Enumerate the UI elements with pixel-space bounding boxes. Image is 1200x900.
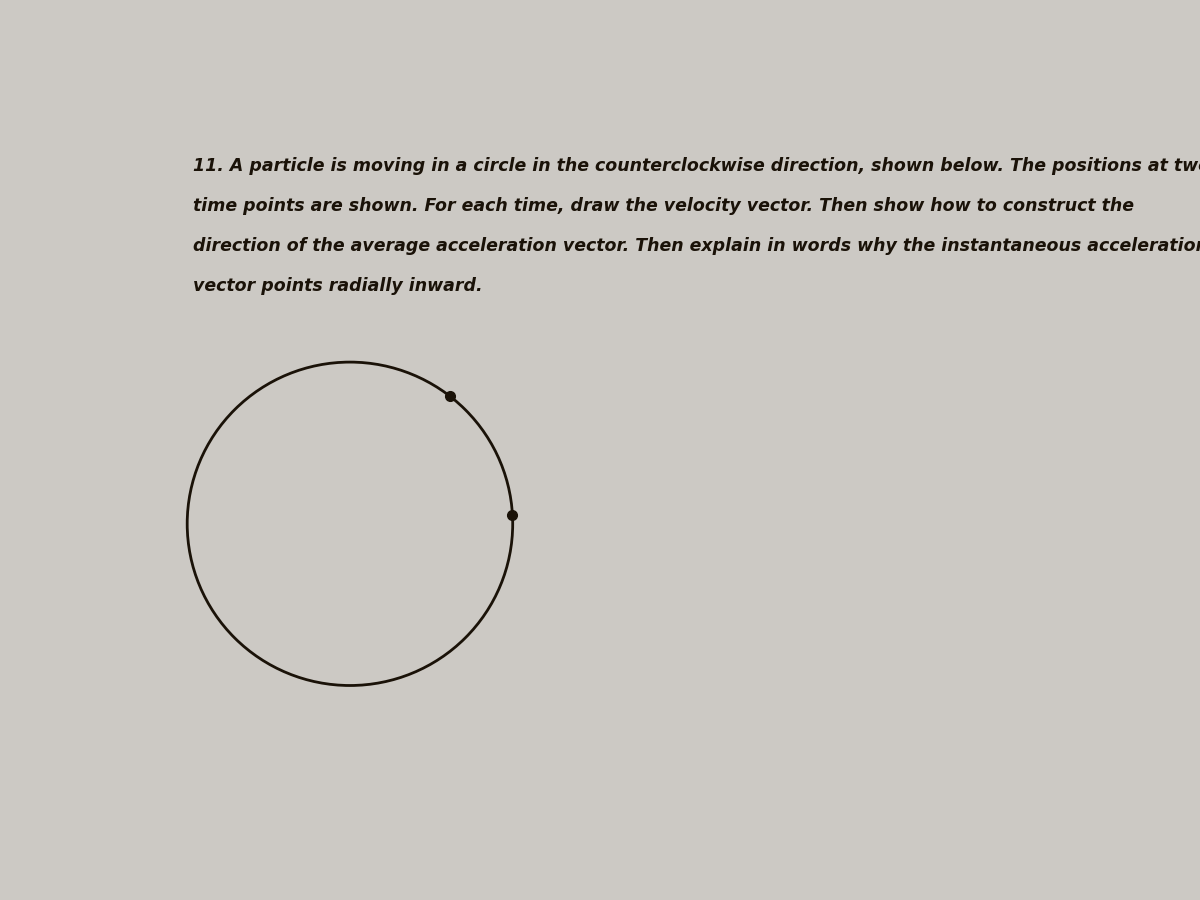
Text: direction of the average acceleration vector. Then explain in words why the inst: direction of the average acceleration ve… — [187, 237, 1200, 255]
Text: vector points radially inward.: vector points radially inward. — [187, 277, 482, 295]
Text: time points are shown. For each time, draw the velocity vector. Then show how to: time points are shown. For each time, dr… — [187, 197, 1134, 215]
Text: 11. A particle is moving in a circle in the counterclockwise direction, shown be: 11. A particle is moving in a circle in … — [187, 157, 1200, 175]
